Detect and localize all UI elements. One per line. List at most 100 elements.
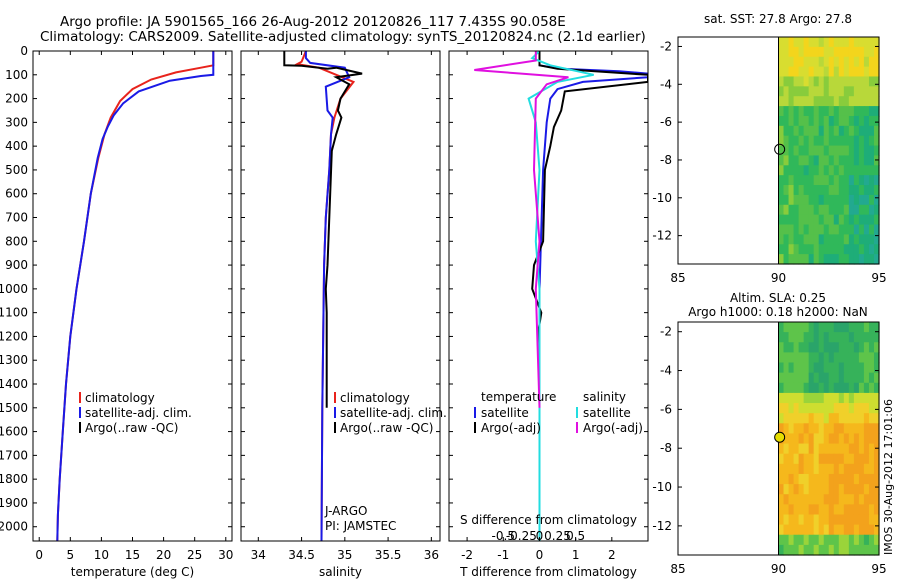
sst-map-cell <box>803 145 810 157</box>
sst-map-cell <box>833 185 840 196</box>
sla-map-cell <box>823 433 830 445</box>
sst-map-cell <box>863 204 870 216</box>
sst-map-cell <box>863 244 870 255</box>
sst-map-cell <box>868 66 875 78</box>
sst-map-cell <box>873 175 880 186</box>
sst-map-cell <box>868 234 875 245</box>
sst-map-cell <box>863 254 870 265</box>
sla-map-cell <box>868 453 875 465</box>
sst-map-cell <box>803 96 810 107</box>
sla-map-cell <box>863 403 870 414</box>
sst-map-cell <box>873 96 880 107</box>
difference-profile-frame <box>448 50 649 542</box>
sla-map-cell <box>828 382 835 394</box>
sst-map-cell <box>788 96 795 107</box>
difference-profile-legend-label: Argo(-adj) <box>583 421 643 435</box>
sst-map-cell <box>848 135 855 147</box>
sla-map-cell <box>843 352 850 364</box>
sla-map-cell <box>828 453 835 465</box>
sst-map-cell <box>803 214 810 226</box>
temperature-profile-xtick-label: 10 <box>94 548 109 562</box>
sla-map-cell <box>833 372 840 384</box>
sla-map-cell <box>858 544 865 556</box>
sst-map-cell <box>843 76 850 87</box>
sla-map-cell <box>813 534 820 546</box>
sla-map-cell <box>828 463 835 475</box>
sst-map-cell <box>868 254 875 265</box>
sla-map-cell <box>783 504 790 516</box>
sla-map-cell <box>813 453 820 465</box>
sla-map-cell <box>813 352 820 364</box>
sst-map-cell <box>828 194 835 206</box>
sla-map-cell <box>778 494 785 505</box>
sst-map-cell <box>803 185 810 196</box>
sla-map-cell <box>848 514 855 526</box>
sst-map-cell <box>803 125 810 137</box>
sst-map-cell <box>838 37 845 48</box>
sst-map-cell <box>823 254 830 265</box>
sla-map-cell <box>783 413 790 424</box>
sst-map-cell <box>868 145 875 157</box>
sla-map-cell <box>848 453 855 465</box>
sla-map-cell <box>823 473 830 485</box>
sst-map-cell <box>838 145 845 157</box>
sst-map-cell <box>793 224 800 235</box>
sla-map-cell <box>843 473 850 485</box>
sst-map-cell <box>838 155 845 166</box>
sla-map-xtick-label: 95 <box>871 562 886 576</box>
sla-map-cell <box>803 453 810 465</box>
sst-map-cell <box>833 125 840 137</box>
sst-map-cell <box>828 145 835 157</box>
sst-map-cell <box>798 145 805 157</box>
sla-map-cell <box>813 524 820 536</box>
sst-map-cell <box>803 106 810 117</box>
sst-map-cell <box>818 66 825 78</box>
sst-map-cell <box>833 135 840 147</box>
sst-map-cell <box>803 244 810 255</box>
sst-map-cell <box>788 115 795 127</box>
temperature-profile-xtick-label: 0 <box>35 548 43 562</box>
sla-map-cell <box>843 544 850 556</box>
sst-map-cell <box>793 115 800 127</box>
sla-map-cell <box>798 443 805 455</box>
sla-map-cell <box>818 463 825 475</box>
temperature-profile-xtick-label: 25 <box>187 548 202 562</box>
sst-map-cell <box>823 145 830 157</box>
sla-map-cell <box>783 362 790 374</box>
sst-map-cell <box>868 86 875 97</box>
sla-map-cell <box>793 332 800 343</box>
sla-map-cell <box>858 433 865 445</box>
sst-map-cell <box>853 214 860 226</box>
sla-map-cell <box>803 362 810 374</box>
sst-map-cell <box>838 214 845 226</box>
sla-map-cell <box>793 544 800 556</box>
sst-map-cell <box>803 254 810 265</box>
sla-map-cell <box>808 362 815 374</box>
sla-map-cell <box>853 392 860 404</box>
sla-map-ytick-label: -10 <box>652 480 672 494</box>
sst-map-cell <box>838 56 845 68</box>
sst-map-cell <box>843 86 850 97</box>
sst-map-cell <box>838 194 845 206</box>
sst-map-cell <box>813 125 820 137</box>
sst-map-cell <box>853 175 860 186</box>
sla-map-cell <box>818 504 825 516</box>
sla-map-cell <box>788 453 795 465</box>
sst-map-cell <box>853 135 860 147</box>
sst-map-cell <box>808 37 815 48</box>
sst-map-cell <box>813 254 820 265</box>
temperature-profile-ytick-label: 800 <box>5 234 28 248</box>
sst-map-cell <box>873 86 880 97</box>
sst-map-cell <box>778 155 785 166</box>
sst-map-cell <box>873 224 880 235</box>
sla-map-cell <box>868 382 875 394</box>
sst-map-cell <box>783 37 790 48</box>
sst-map-cell <box>863 115 870 127</box>
sla-map-cell <box>843 403 850 414</box>
temperature-profile-ytick-label: 1600 <box>0 425 28 439</box>
sla-map-cell <box>833 332 840 343</box>
sla-map-cell <box>848 544 855 556</box>
sst-map-cell <box>823 37 830 48</box>
sla-map-cell <box>863 504 870 516</box>
sla-map-cell <box>838 413 845 424</box>
